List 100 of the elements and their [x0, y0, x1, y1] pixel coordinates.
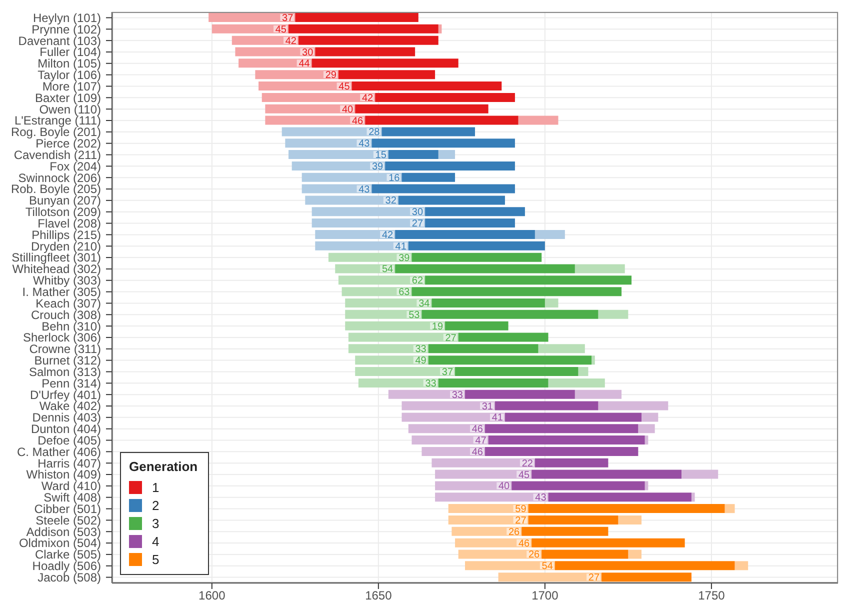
bar: [358, 378, 438, 388]
data-label: 33: [452, 390, 464, 401]
bar: [265, 116, 366, 125]
data-label: 16: [388, 172, 400, 184]
bar: [355, 367, 456, 376]
bar: [455, 538, 532, 548]
bar: [504, 412, 642, 422]
data-label: 49: [415, 356, 427, 367]
bar: [312, 207, 426, 216]
bar: [498, 572, 602, 582]
data-label: 45: [518, 470, 530, 481]
data-label: 53: [408, 310, 420, 321]
legend-title: Generation: [129, 459, 198, 474]
data-label: 27: [515, 515, 527, 526]
bar: [255, 70, 338, 80]
data-label: 62: [412, 276, 424, 287]
data-label: 29: [325, 70, 337, 82]
data-label: 45: [275, 24, 287, 36]
data-label: 27: [412, 218, 424, 230]
data-label: 30: [412, 207, 424, 218]
legend-label: 4: [152, 534, 160, 548]
data-label: 40: [498, 481, 510, 492]
bar: [532, 470, 682, 479]
bar: [628, 550, 642, 559]
data-label: 46: [472, 446, 484, 458]
bar: [375, 92, 515, 102]
bar: [574, 390, 622, 399]
bar: [348, 344, 428, 354]
bar: [448, 515, 528, 524]
bar: [512, 481, 645, 490]
data-label: 46: [352, 116, 364, 127]
data-label: 42: [382, 230, 394, 241]
bar: [644, 481, 648, 490]
bar: [232, 36, 298, 45]
bar: [298, 36, 438, 45]
bar: [288, 24, 438, 34]
x-tick-label: 1750: [698, 588, 726, 603]
data-label: 15: [375, 150, 387, 162]
legend-label: 2: [152, 498, 160, 512]
bar: [365, 116, 518, 125]
y-tick-label: Heylyn (101): [32, 10, 101, 25]
legend-label: 5: [152, 552, 160, 566]
data-label: 19: [432, 321, 444, 332]
data-label: 26: [528, 550, 540, 561]
bar: [458, 550, 542, 559]
bar: [338, 276, 426, 285]
bar: [345, 298, 432, 308]
bar: [345, 321, 446, 330]
data-label: 30: [302, 47, 314, 58]
data-label: 46: [472, 424, 484, 436]
data-label: 22: [522, 458, 534, 470]
bar: [258, 82, 352, 91]
bar: [348, 332, 458, 342]
bar: [342, 287, 412, 296]
data-label: 54: [542, 561, 554, 572]
bar: [724, 504, 735, 514]
bar: [548, 492, 692, 502]
data-label: 41: [492, 412, 504, 424]
bar: [534, 458, 608, 468]
bar: [352, 82, 502, 91]
bar: [465, 390, 575, 399]
bar: [734, 561, 748, 570]
bar: [438, 150, 456, 160]
bar: [494, 401, 598, 410]
data-label: 37: [442, 367, 454, 378]
data-label: 46: [518, 538, 530, 550]
bar: [212, 24, 289, 34]
bar: [518, 116, 558, 125]
data-label: 39: [398, 252, 410, 264]
bar: [532, 538, 685, 548]
bar: [642, 412, 658, 422]
bar: [315, 230, 396, 239]
bar: [681, 470, 718, 479]
bar: [644, 436, 648, 445]
bar: [598, 401, 668, 410]
data-label: 37: [282, 13, 294, 24]
data-label: 59: [515, 504, 527, 516]
data-label: 43: [358, 138, 370, 150]
bar: [534, 230, 565, 239]
data-label: 54: [382, 264, 394, 276]
legend-label: 3: [152, 516, 160, 530]
data-label: 28: [368, 127, 380, 138]
data-label: 26: [508, 526, 520, 538]
x-tick-label: 1700: [532, 588, 559, 603]
data-label: 42: [285, 36, 297, 47]
bar: [208, 13, 296, 22]
data-label: 27: [588, 572, 600, 584]
bar: [455, 367, 578, 376]
bar: [395, 230, 535, 239]
data-label: 45: [338, 82, 350, 93]
bar: [235, 47, 316, 56]
bar: [345, 310, 422, 319]
x-tick-label: 1600: [198, 588, 226, 603]
data-label: 47: [475, 436, 487, 447]
bar: [302, 184, 372, 194]
data-label: 32: [385, 196, 397, 207]
data-label: 41: [395, 241, 407, 252]
bar: [355, 356, 428, 365]
bar: [355, 104, 488, 114]
bar: [484, 446, 638, 456]
